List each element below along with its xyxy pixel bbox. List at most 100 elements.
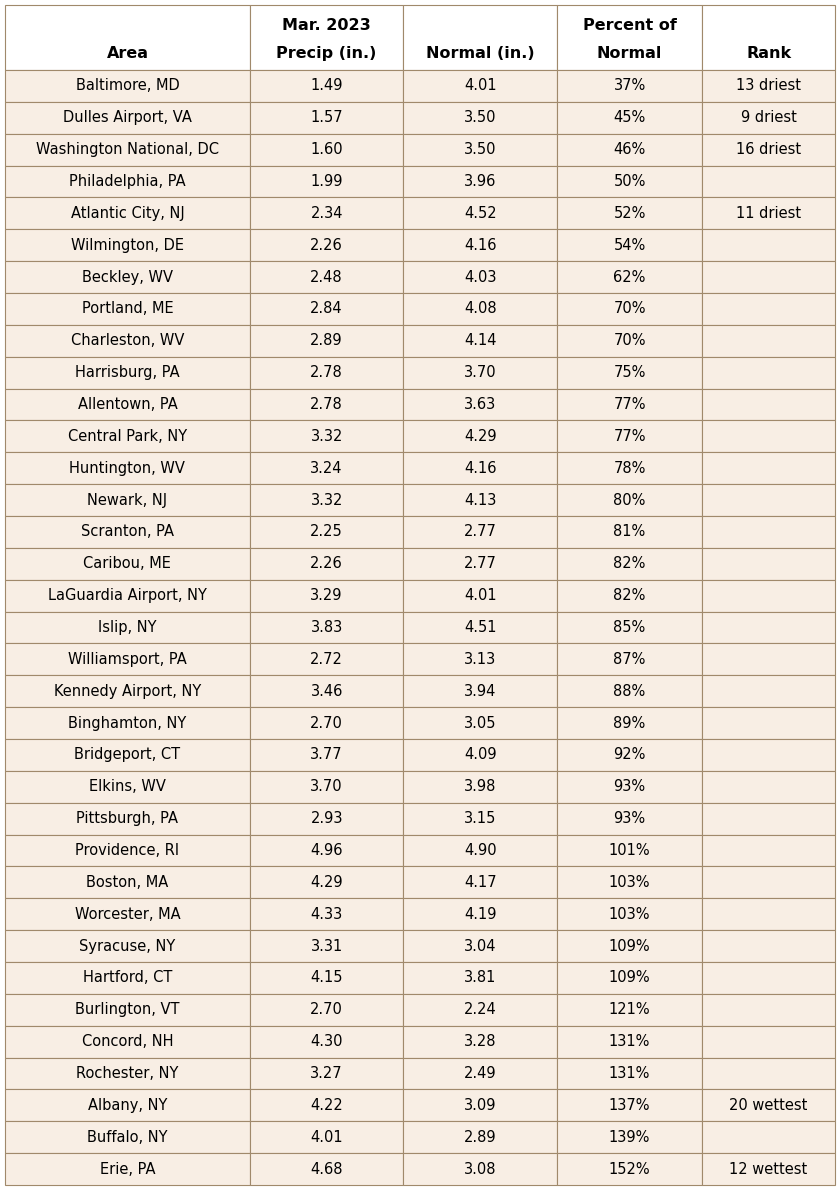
Text: 3.98: 3.98 bbox=[464, 779, 496, 794]
Bar bbox=[403, 133, 557, 165]
Bar bbox=[5, 261, 249, 293]
Bar bbox=[403, 803, 557, 834]
Text: 37%: 37% bbox=[613, 79, 646, 94]
Bar bbox=[249, 230, 403, 261]
Text: 2.24: 2.24 bbox=[464, 1002, 496, 1017]
Text: 4.29: 4.29 bbox=[310, 875, 343, 890]
Text: 2.78: 2.78 bbox=[310, 365, 343, 380]
Bar bbox=[557, 293, 702, 325]
Text: Dulles Airport, VA: Dulles Airport, VA bbox=[63, 111, 192, 125]
Bar bbox=[702, 547, 835, 580]
Bar bbox=[249, 547, 403, 580]
Text: 3.05: 3.05 bbox=[464, 715, 496, 731]
Text: 85%: 85% bbox=[613, 620, 646, 635]
Bar bbox=[249, 1121, 403, 1153]
Text: 2.48: 2.48 bbox=[310, 270, 343, 284]
Bar bbox=[702, 1121, 835, 1153]
Bar bbox=[403, 452, 557, 484]
Bar bbox=[557, 612, 702, 644]
Text: 3.04: 3.04 bbox=[464, 939, 496, 953]
Text: 3.15: 3.15 bbox=[464, 812, 496, 826]
Bar bbox=[249, 1026, 403, 1058]
Text: Washington National, DC: Washington National, DC bbox=[36, 142, 219, 157]
Bar bbox=[403, 898, 557, 931]
Text: 2.89: 2.89 bbox=[310, 333, 343, 349]
Text: 3.94: 3.94 bbox=[464, 684, 496, 699]
Text: 92%: 92% bbox=[613, 747, 646, 763]
Bar bbox=[249, 803, 403, 834]
Text: Buffalo, NY: Buffalo, NY bbox=[87, 1129, 168, 1145]
Bar bbox=[5, 739, 249, 771]
Bar bbox=[403, 325, 557, 357]
Text: 13 driest: 13 driest bbox=[736, 79, 801, 94]
Text: 4.30: 4.30 bbox=[310, 1034, 343, 1050]
Bar bbox=[5, 1026, 249, 1058]
Text: Philadelphia, PA: Philadelphia, PA bbox=[69, 174, 186, 189]
Bar bbox=[403, 1058, 557, 1089]
Bar bbox=[702, 198, 835, 230]
Text: 4.16: 4.16 bbox=[464, 238, 496, 252]
Bar bbox=[249, 1153, 403, 1185]
Text: 103%: 103% bbox=[609, 907, 650, 922]
Bar bbox=[249, 165, 403, 198]
Text: 3.27: 3.27 bbox=[310, 1066, 343, 1081]
Bar bbox=[403, 707, 557, 739]
Text: 4.14: 4.14 bbox=[464, 333, 496, 349]
Bar bbox=[249, 325, 403, 357]
Bar bbox=[5, 484, 249, 516]
Text: 137%: 137% bbox=[609, 1098, 650, 1113]
Bar bbox=[557, 1121, 702, 1153]
Text: Kennedy Airport, NY: Kennedy Airport, NY bbox=[54, 684, 201, 699]
Bar bbox=[249, 357, 403, 389]
Bar bbox=[5, 547, 249, 580]
Bar bbox=[5, 931, 249, 962]
Bar bbox=[249, 389, 403, 420]
Text: 1.57: 1.57 bbox=[310, 111, 343, 125]
Bar bbox=[403, 102, 557, 133]
Bar bbox=[249, 612, 403, 644]
Text: 50%: 50% bbox=[613, 174, 646, 189]
Bar bbox=[702, 389, 835, 420]
Text: 3.24: 3.24 bbox=[310, 461, 343, 476]
Bar bbox=[5, 1089, 249, 1121]
Bar bbox=[249, 739, 403, 771]
Bar bbox=[557, 1089, 702, 1121]
Text: Worcester, MA: Worcester, MA bbox=[75, 907, 181, 922]
Text: Rank: Rank bbox=[746, 46, 791, 61]
Bar bbox=[249, 102, 403, 133]
Text: 20 wettest: 20 wettest bbox=[729, 1098, 808, 1113]
Bar bbox=[557, 707, 702, 739]
Bar bbox=[249, 707, 403, 739]
Bar bbox=[557, 547, 702, 580]
Text: Erie, PA: Erie, PA bbox=[100, 1161, 155, 1177]
Text: 103%: 103% bbox=[609, 875, 650, 890]
Bar bbox=[557, 516, 702, 547]
Text: 4.90: 4.90 bbox=[464, 843, 496, 858]
Bar bbox=[702, 707, 835, 739]
Bar bbox=[702, 675, 835, 707]
Text: 109%: 109% bbox=[609, 970, 650, 985]
Bar bbox=[249, 898, 403, 931]
Bar bbox=[249, 931, 403, 962]
Text: 88%: 88% bbox=[613, 684, 646, 699]
Bar bbox=[557, 5, 702, 70]
Text: 3.28: 3.28 bbox=[464, 1034, 496, 1050]
Text: 2.49: 2.49 bbox=[464, 1066, 496, 1081]
Bar bbox=[403, 547, 557, 580]
Text: 1.60: 1.60 bbox=[310, 142, 343, 157]
Text: 82%: 82% bbox=[613, 556, 646, 571]
Bar bbox=[403, 1026, 557, 1058]
Text: 131%: 131% bbox=[609, 1066, 650, 1081]
Bar bbox=[557, 898, 702, 931]
Text: 2.89: 2.89 bbox=[464, 1129, 496, 1145]
Text: 4.03: 4.03 bbox=[464, 270, 496, 284]
Bar bbox=[403, 771, 557, 803]
Bar bbox=[557, 261, 702, 293]
Bar bbox=[5, 1121, 249, 1153]
Text: 4.68: 4.68 bbox=[310, 1161, 343, 1177]
Text: 3.32: 3.32 bbox=[311, 428, 343, 444]
Bar bbox=[702, 325, 835, 357]
Bar bbox=[249, 580, 403, 612]
Bar bbox=[403, 866, 557, 898]
Text: 4.16: 4.16 bbox=[464, 461, 496, 476]
